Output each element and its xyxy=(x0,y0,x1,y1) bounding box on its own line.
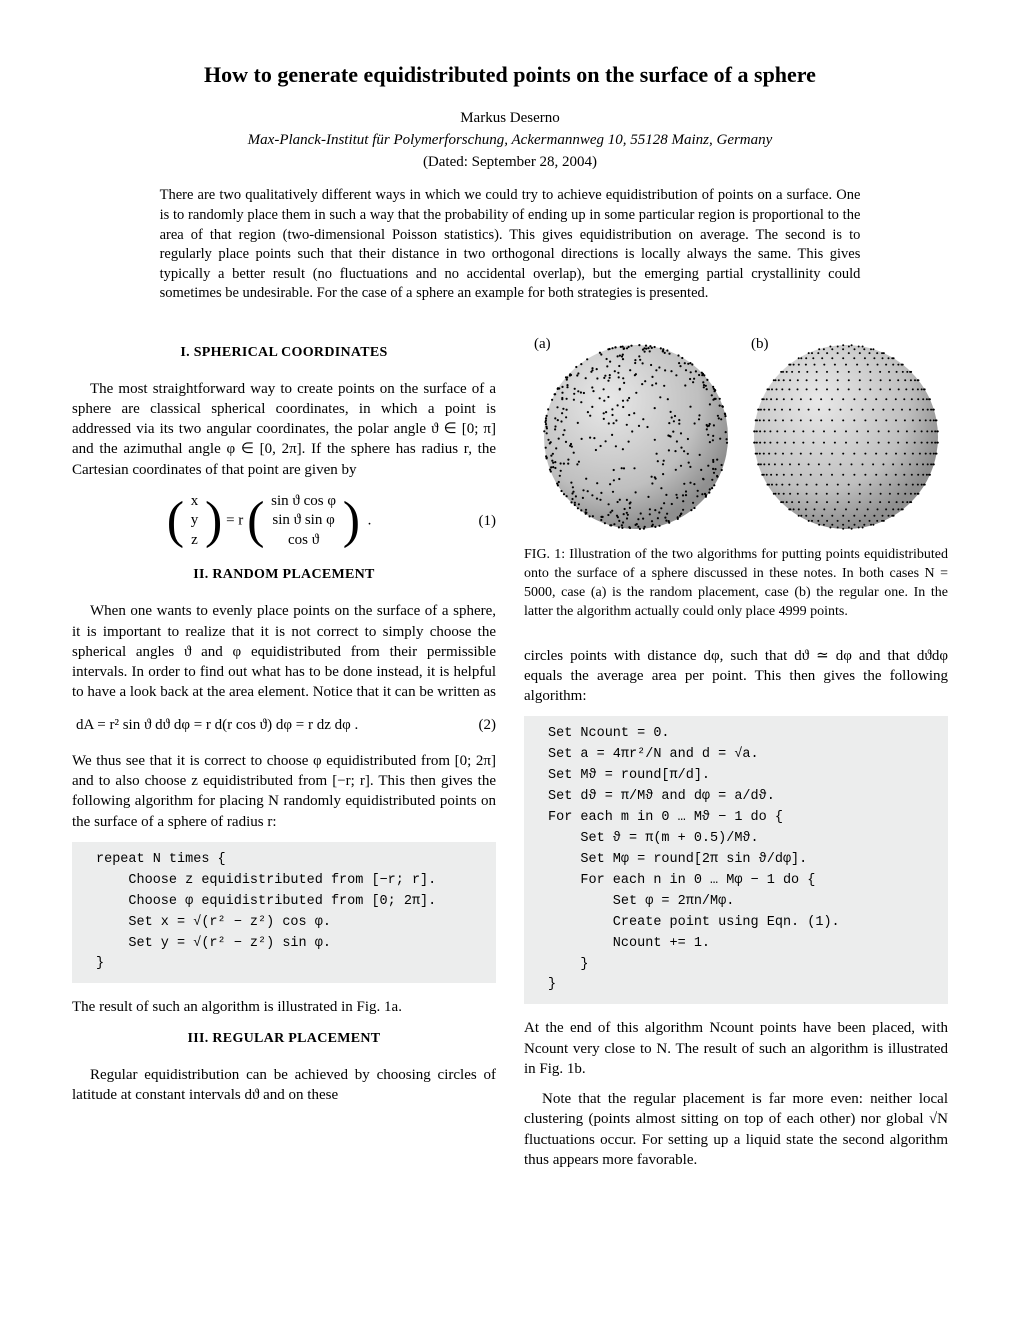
eq1-lhs-z: z xyxy=(191,532,198,548)
equation-1-body: ( x y z ) = r ( sin ϑ cos φ sin ϑ sin φ … xyxy=(72,492,466,551)
affiliation-line: Max-Planck-Institut für Polymerforschung… xyxy=(72,130,948,150)
equation-1-number: (1) xyxy=(466,511,496,531)
equation-2: dA = r² sin ϑ dϑ dφ = r d(r cos ϑ) dφ = … xyxy=(72,715,496,735)
eq1-mid: = r xyxy=(226,513,247,529)
para-right-p2: At the end of this algorithm Ncount poin… xyxy=(524,1018,948,1079)
figure-label-a: (a) xyxy=(534,336,551,352)
eq1-rhs-2: sin ϑ sin φ xyxy=(272,512,334,528)
abstract-text: There are two qualitatively different wa… xyxy=(160,186,861,303)
figure-label-b: (b) xyxy=(751,336,769,352)
para-right-p3: Note that the regular placement is far m… xyxy=(524,1089,948,1170)
equation-2-body: dA = r² sin ϑ dϑ dφ = r d(r cos ϑ) dφ = … xyxy=(72,715,466,735)
section-2-heading: II. RANDOM PLACEMENT xyxy=(72,566,496,585)
two-column-body: I. SPHERICAL COORDINATES The most straig… xyxy=(72,332,948,1180)
left-column: I. SPHERICAL COORDINATES The most straig… xyxy=(72,332,496,1180)
algorithm-regular-code: Set Ncount = 0. Set a = 4πr²/N and d = √… xyxy=(524,716,948,1004)
figure-1-svg: (a) (b) xyxy=(524,332,948,532)
para-right-p1: circles points with distance dφ, such th… xyxy=(524,646,948,707)
para-s3-p1: Regular equidistribution can be achieved… xyxy=(72,1065,496,1106)
author-line: Markus Deserno xyxy=(72,108,948,128)
equation-2-number: (2) xyxy=(466,715,496,735)
eq1-rhs-3: cos ϑ xyxy=(288,532,319,548)
section-3-heading: III. REGULAR PLACEMENT xyxy=(72,1030,496,1049)
date-line: (Dated: September 28, 2004) xyxy=(72,152,948,172)
figure-1-caption: FIG. 1: Illustration of the two algorith… xyxy=(524,546,948,622)
para-s2-p1: When one wants to evenly place points on… xyxy=(72,601,496,702)
equation-1: ( x y z ) = r ( sin ϑ cos φ sin ϑ sin φ … xyxy=(72,492,496,551)
para-s2-p3: The result of such an algorithm is illus… xyxy=(72,997,496,1017)
right-column: (a) (b) FIG. 1: Illustration of the two … xyxy=(524,332,948,1180)
para-s2-p2: We thus see that it is correct to choose… xyxy=(72,751,496,832)
algorithm-random-code: repeat N times { Choose z equidistribute… xyxy=(72,842,496,984)
para-s1-p1: The most straightforward way to create p… xyxy=(72,379,496,480)
page-title: How to generate equidistributed points o… xyxy=(72,60,948,90)
section-1-heading: I. SPHERICAL COORDINATES xyxy=(72,344,496,363)
eq1-rhs-1: sin ϑ cos φ xyxy=(271,493,336,509)
eq1-lhs-x: x xyxy=(191,493,199,509)
eq1-lhs-y: y xyxy=(191,512,199,528)
